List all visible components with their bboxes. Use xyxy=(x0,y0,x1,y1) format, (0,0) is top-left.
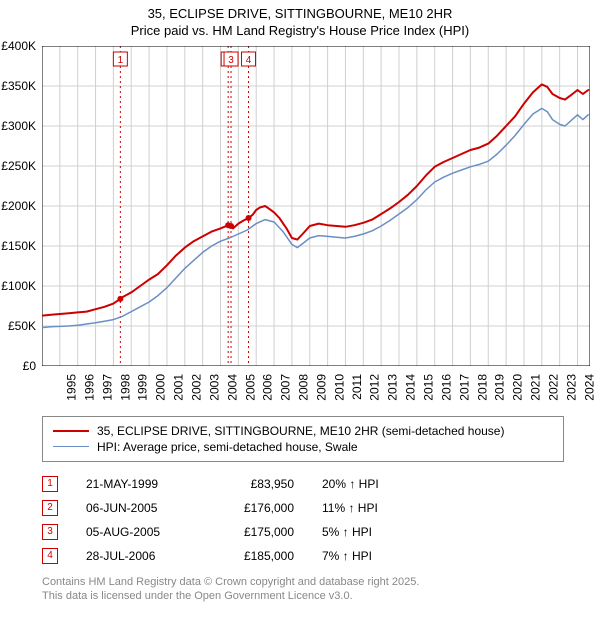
legend-box: 35, ECLIPSE DRIVE, SITTINGBOURNE, ME10 2… xyxy=(42,416,564,462)
svg-text:4: 4 xyxy=(246,55,252,66)
sale-date: 21-MAY-1999 xyxy=(86,477,186,491)
svg-text:3: 3 xyxy=(228,55,234,66)
x-axis-tick-label: 2003 xyxy=(208,374,222,401)
legend-label: 35, ECLIPSE DRIVE, SITTINGBOURNE, ME10 2… xyxy=(97,424,504,438)
sale-date: 05-AUG-2005 xyxy=(86,525,186,539)
sale-marker-box: 2 xyxy=(42,500,58,516)
sale-date: 06-JUN-2005 xyxy=(86,501,186,515)
y-axis-tick-label: £400K xyxy=(1,39,36,53)
sale-price: £83,950 xyxy=(214,477,294,491)
x-axis-tick-label: 2012 xyxy=(368,374,382,401)
y-axis-tick-label: £0 xyxy=(23,359,36,373)
y-axis-tick-label: £100K xyxy=(1,279,36,293)
x-axis-tick-label: 2016 xyxy=(440,374,454,401)
x-axis-tick-label: 2007 xyxy=(279,374,293,401)
legend-item: HPI: Average price, semi-detached house,… xyxy=(53,439,553,455)
x-axis-tick-label: 1995 xyxy=(65,374,79,401)
x-axis-tick-label: 2009 xyxy=(315,374,329,401)
x-axis-tick-label: 2020 xyxy=(511,374,525,401)
sales-table: 1 21-MAY-1999 £83,950 20% ↑ HPI 2 06-JUN-2005… xyxy=(42,472,600,568)
sale-marker-box: 4 xyxy=(42,548,58,564)
x-axis-tick-label: 2000 xyxy=(154,374,168,401)
footer-attribution: Contains HM Land Registry data © Crown c… xyxy=(42,576,600,604)
x-axis-tick-label: 2010 xyxy=(332,374,346,401)
sale-price: £185,000 xyxy=(214,549,294,563)
sale-delta: 7% ↑ HPI xyxy=(322,549,432,563)
title-line-1: 35, ECLIPSE DRIVE, SITTINGBOURNE, ME10 2… xyxy=(0,6,600,23)
x-axis-tick-label: 2017 xyxy=(457,374,471,401)
footer-line-1: Contains HM Land Registry data © Crown c… xyxy=(42,576,600,590)
x-axis-tick-label: 2024 xyxy=(582,374,596,401)
sale-date: 28-JUL-2006 xyxy=(86,549,186,563)
x-axis-tick-label: 2001 xyxy=(172,374,186,401)
sale-marker-box: 3 xyxy=(42,524,58,540)
y-axis-tick-label: £300K xyxy=(1,119,36,133)
x-axis-tick-label: 1999 xyxy=(136,374,150,401)
x-axis-tick-label: 2004 xyxy=(225,374,239,401)
sales-row: 2 06-JUN-2005 £176,000 11% ↑ HPI xyxy=(42,496,600,520)
sale-delta: 20% ↑ HPI xyxy=(322,477,432,491)
y-axis-tick-label: £50K xyxy=(8,319,36,333)
y-axis-tick-label: £350K xyxy=(1,79,36,93)
sale-price: £175,000 xyxy=(214,525,294,539)
x-axis-tick-label: 2002 xyxy=(190,374,204,401)
sales-row: 1 21-MAY-1999 £83,950 20% ↑ HPI xyxy=(42,472,600,496)
x-axis-tick-label: 1996 xyxy=(83,374,97,401)
y-axis-tick-label: £250K xyxy=(1,159,36,173)
x-axis-tick-label: 2014 xyxy=(404,374,418,401)
x-axis-tick-label: 2018 xyxy=(475,374,489,401)
x-axis-tick-label: 2019 xyxy=(493,374,507,401)
line-chart-svg: 1234 xyxy=(42,46,590,366)
legend-label: HPI: Average price, semi-detached house,… xyxy=(97,440,358,454)
legend-swatch xyxy=(53,430,89,432)
legend-item: 35, ECLIPSE DRIVE, SITTINGBOURNE, ME10 2… xyxy=(53,423,553,439)
x-axis-tick-label: 2011 xyxy=(349,374,363,400)
x-axis-tick-label: 2022 xyxy=(547,374,561,401)
svg-text:1: 1 xyxy=(118,55,124,66)
sale-delta: 5% ↑ HPI xyxy=(322,525,432,539)
x-axis-tick-label: 2013 xyxy=(386,374,400,401)
x-axis-tick-label: 2006 xyxy=(261,374,275,401)
x-axis-tick-label: 2015 xyxy=(422,374,436,401)
x-axis-tick-label: 1997 xyxy=(100,374,114,401)
x-axis-tick-label: 2005 xyxy=(243,374,257,401)
legend-swatch xyxy=(53,446,89,447)
x-axis-tick-label: 2021 xyxy=(529,374,543,401)
y-axis-tick-label: £150K xyxy=(1,239,36,253)
x-axis-tick-label: 2023 xyxy=(565,374,579,401)
sale-delta: 11% ↑ HPI xyxy=(322,501,432,515)
sales-row: 3 05-AUG-2005 £175,000 5% ↑ HPI xyxy=(42,520,600,544)
chart-area: 1234 xyxy=(42,46,590,366)
sale-price: £176,000 xyxy=(214,501,294,515)
title-line-2: Price paid vs. HM Land Registry's House … xyxy=(0,23,600,40)
x-axis-tick-label: 2008 xyxy=(297,374,311,401)
footer-line-2: This data is licensed under the Open Gov… xyxy=(42,590,600,604)
chart-titles: 35, ECLIPSE DRIVE, SITTINGBOURNE, ME10 2… xyxy=(0,0,600,40)
x-axis-tick-label: 1998 xyxy=(118,374,132,401)
sale-marker-box: 1 xyxy=(42,476,58,492)
sales-row: 4 28-JUL-2006 £185,000 7% ↑ HPI xyxy=(42,544,600,568)
y-axis-tick-label: £200K xyxy=(1,199,36,213)
